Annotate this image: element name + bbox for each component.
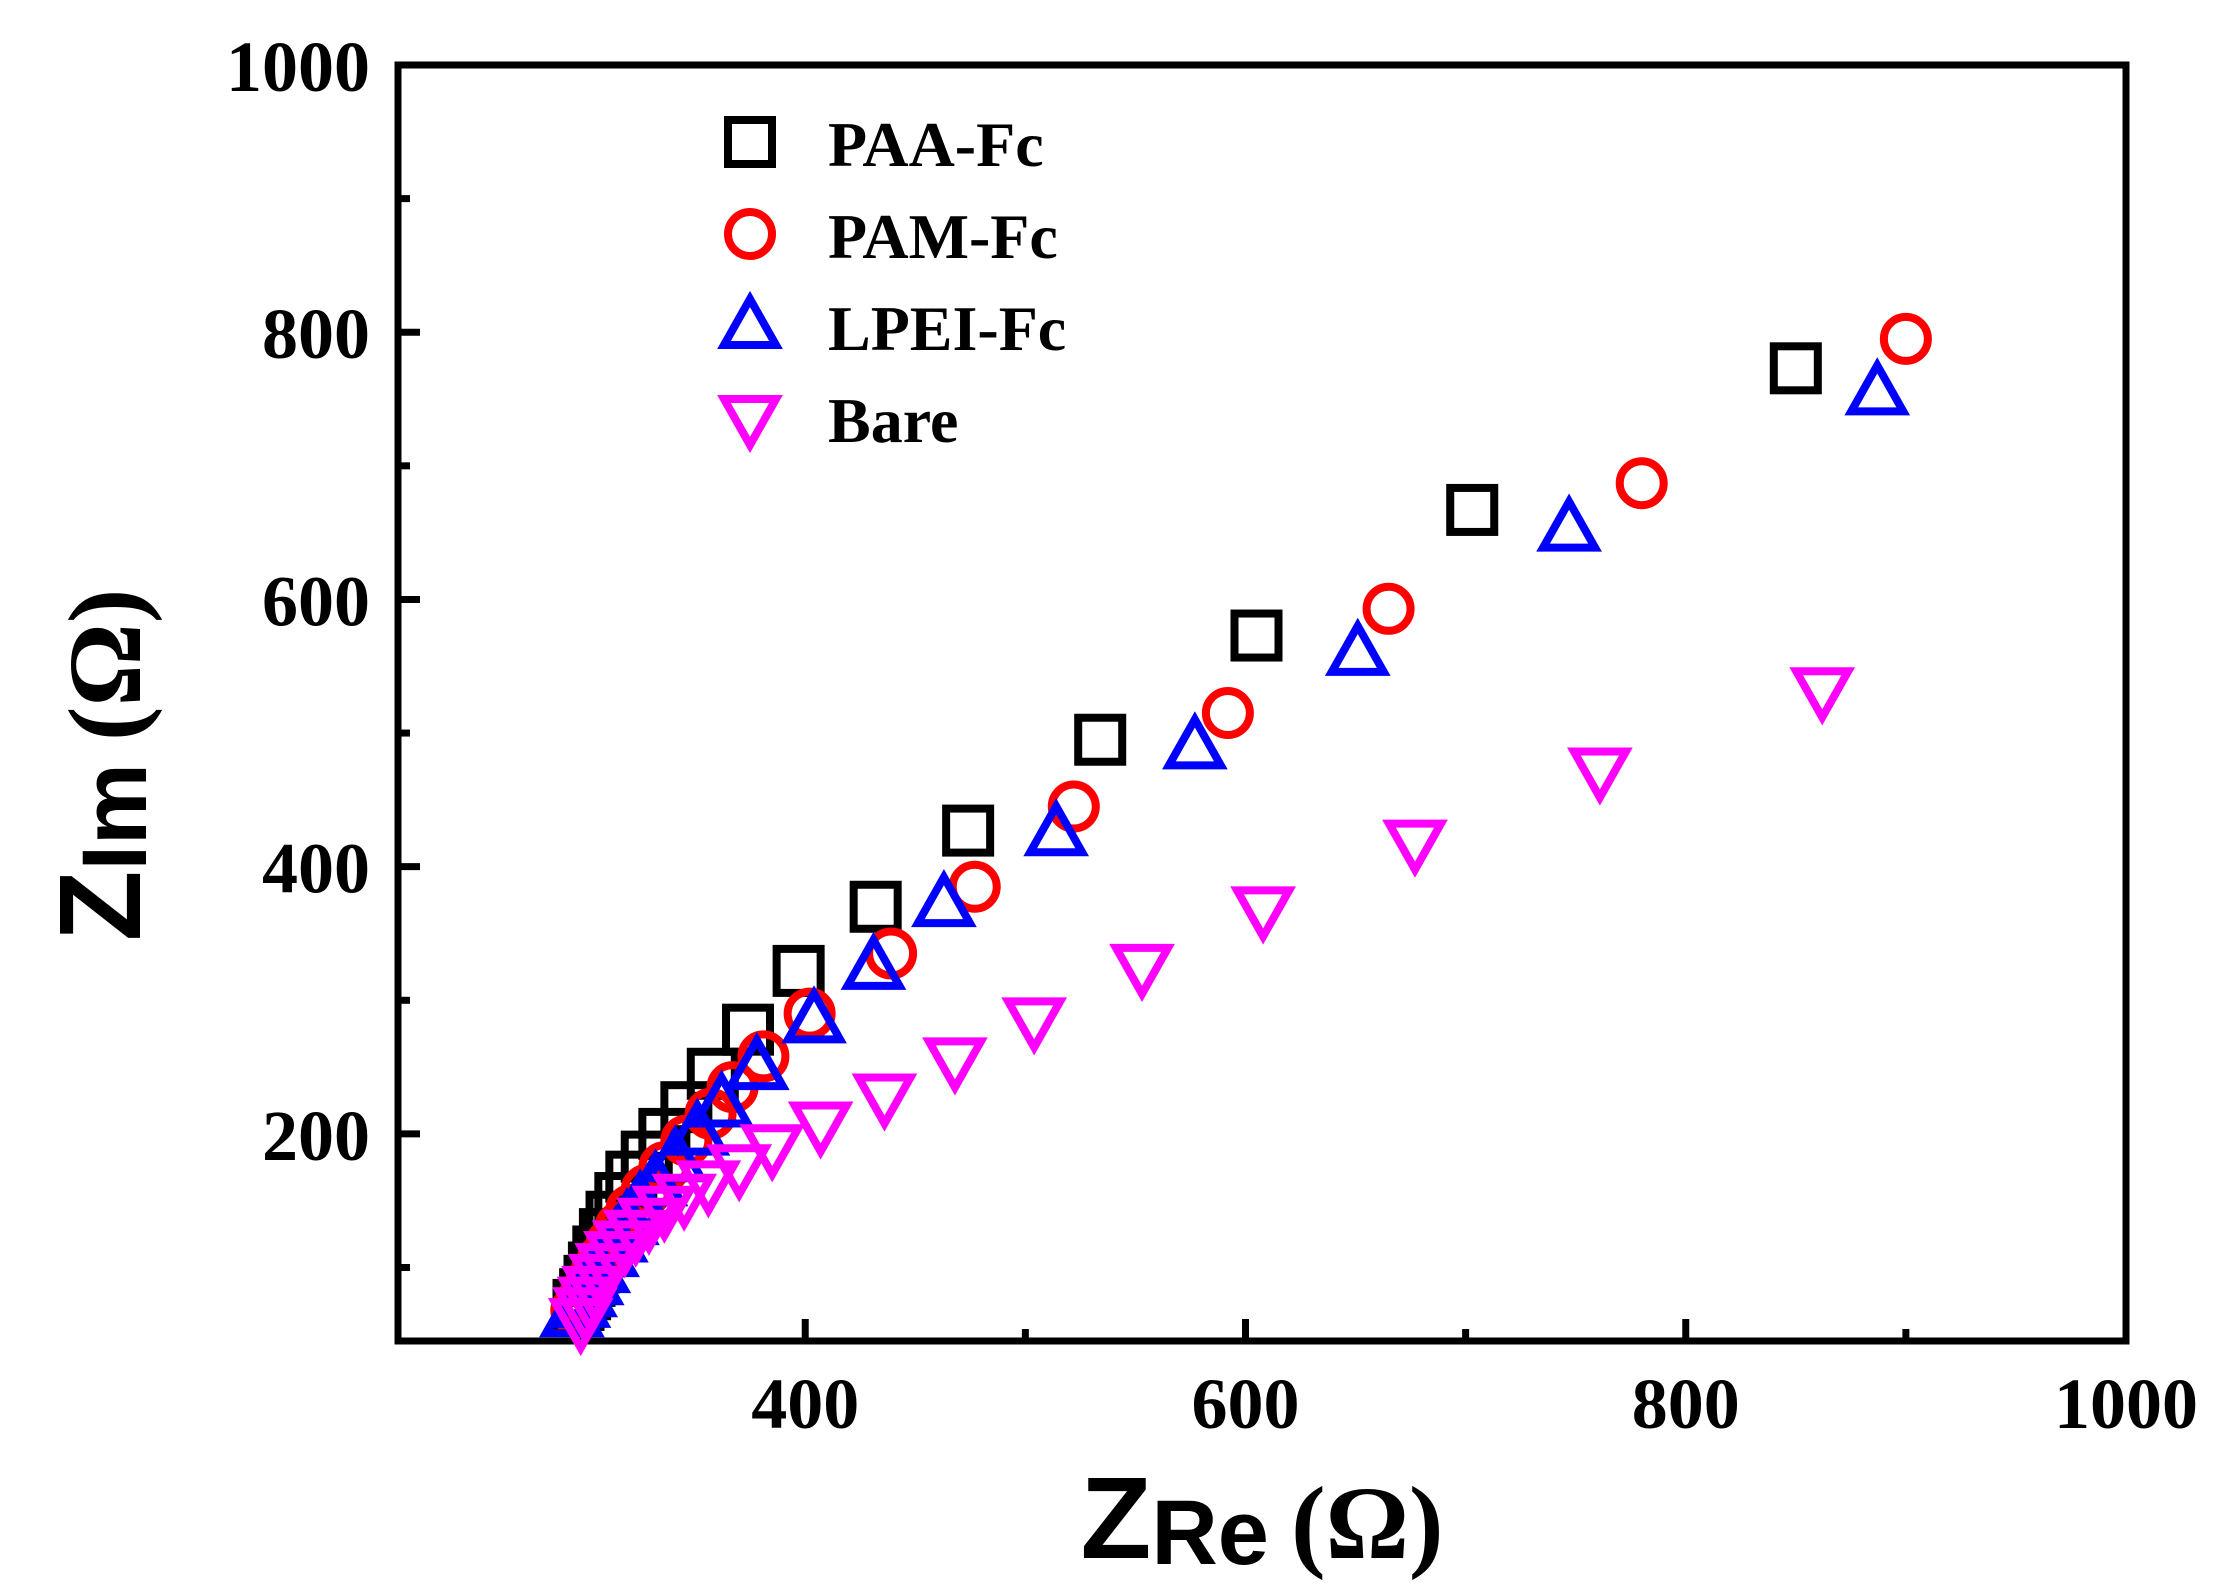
- legend-marker: [717, 290, 783, 349]
- data-point: [1230, 609, 1283, 662]
- data-point: [688, 1069, 755, 1128]
- x-tick-label: 800: [1632, 1364, 1740, 1444]
- data-point: [1001, 997, 1068, 1056]
- data-point: [911, 868, 977, 928]
- x-axis-title: ZRe (Ω): [1080, 1453, 1443, 1584]
- x-tick-label: 600: [1191, 1364, 1299, 1444]
- data-point: [723, 1031, 790, 1091]
- data-point: [706, 1144, 773, 1203]
- x-axis-title-sub: Re: [1151, 1482, 1269, 1584]
- x-tick-label: 1000: [2054, 1364, 2198, 1444]
- axis-ticks: [398, 61, 2130, 1341]
- data-point: [787, 1101, 854, 1160]
- data-point: [1023, 798, 1090, 857]
- data-point: [942, 804, 995, 857]
- data-point: [922, 1037, 988, 1096]
- data-point: [675, 1160, 742, 1219]
- legend-label: Bare: [828, 385, 958, 456]
- y-axis-title-sub: Im: [64, 763, 166, 870]
- plot-frame: [394, 61, 2130, 1345]
- data-point: [739, 1124, 806, 1183]
- data-point: [1789, 667, 1856, 726]
- y-tick-label: 200: [262, 1096, 370, 1176]
- data-point: [1324, 617, 1391, 676]
- x-axis-title-main: Z: [1080, 1453, 1151, 1583]
- legend-marker: [724, 116, 776, 168]
- legend-marker: [724, 208, 776, 260]
- data-point: [1162, 711, 1228, 770]
- x-axis-title-unit: (Ω): [1291, 1466, 1444, 1581]
- data-point: [1230, 886, 1296, 945]
- data-point: [737, 1030, 790, 1083]
- data-point: [651, 1173, 718, 1232]
- y-axis-title-unit: (Ω): [48, 589, 163, 742]
- data-points: [539, 312, 1932, 1357]
- y-tick-label: 1000: [226, 27, 370, 107]
- data-point: [1844, 357, 1911, 416]
- data-point: [1201, 687, 1254, 740]
- y-axis-title-main: Z: [35, 871, 165, 942]
- legend: PAA-Fc PAM-Fc LPEI-Fc Bare: [717, 109, 1066, 456]
- data-point: [664, 1097, 731, 1156]
- data-point: [1362, 582, 1415, 635]
- y-axis-title: ZIm (Ω): [35, 589, 166, 942]
- legend-label: PAA-Fc: [828, 109, 1044, 180]
- data-point: [1769, 342, 1822, 395]
- series-lpei-fc: [539, 357, 1911, 1338]
- data-point: [1615, 457, 1668, 510]
- data-point: [1536, 493, 1602, 552]
- legend-item: PAA-Fc: [724, 109, 1044, 180]
- legend-label: LPEI-Fc: [828, 293, 1066, 364]
- data-point: [602, 1209, 669, 1268]
- series-pam-fc: [550, 312, 1932, 1337]
- data-point: [1446, 483, 1499, 536]
- y-tick-label: 800: [262, 294, 370, 374]
- series-bare: [547, 667, 1856, 1357]
- data-point: [1567, 747, 1633, 806]
- data-point: [1109, 943, 1175, 1003]
- data-point: [1074, 713, 1127, 766]
- data-point: [1382, 819, 1448, 878]
- y-tick-label: 600: [262, 561, 370, 641]
- data-point: [840, 931, 907, 990]
- data-point: [591, 1220, 658, 1279]
- axis-tick-labels: 400 600 800 1000 200 400 600 800 1000: [226, 27, 2198, 1444]
- data-point: [851, 1073, 918, 1132]
- data-point: [781, 985, 847, 1044]
- legend-item: PAM-Fc: [724, 201, 1058, 272]
- y-tick-label: 400: [262, 829, 370, 909]
- data-point: [1879, 312, 1932, 365]
- x-tick-label: 400: [751, 1364, 859, 1444]
- legend-item: Bare: [717, 385, 958, 456]
- legend-marker: [717, 395, 783, 454]
- legend-item: LPEI-Fc: [717, 290, 1066, 364]
- legend-label: PAM-Fc: [828, 201, 1058, 272]
- data-point: [849, 880, 902, 933]
